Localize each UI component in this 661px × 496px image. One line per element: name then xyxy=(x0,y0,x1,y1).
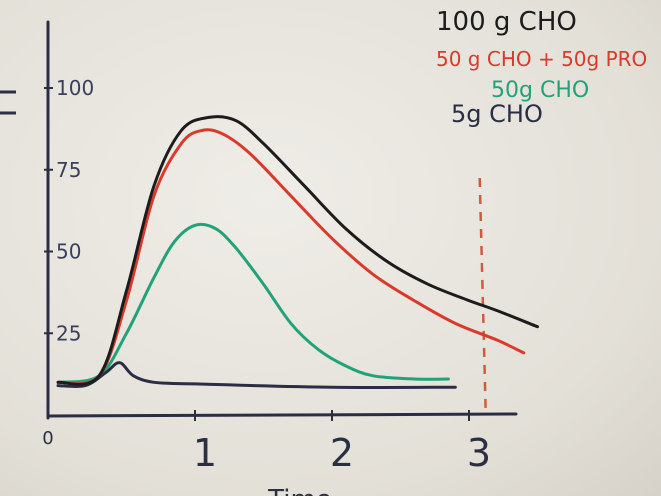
series-line-1 xyxy=(56,128,526,386)
y-tick-label: 50 xyxy=(56,240,81,264)
x-axis xyxy=(46,412,518,418)
y-tick-label: 25 xyxy=(56,321,81,345)
legend-entry-1: 50 g CHO + 50g PRO xyxy=(436,47,647,71)
series-line-3 xyxy=(56,361,457,389)
series-line-2 xyxy=(56,222,450,384)
x-tick-label: 0 xyxy=(42,428,53,449)
x-tick-label: 3 xyxy=(467,431,491,475)
reference-dashed-line xyxy=(478,177,487,413)
series-line-0 xyxy=(56,115,539,386)
legend-entry-0: 100 g CHO xyxy=(436,7,577,37)
legend-entry-2: 50g CHO xyxy=(491,78,589,103)
y-tick-label: 100 xyxy=(56,76,94,100)
x-tick-label: 2 xyxy=(330,431,354,475)
series-lines xyxy=(56,115,539,389)
y-tick-label: 75 xyxy=(56,158,81,182)
y-ticks: 25 50 75 100 xyxy=(44,76,94,345)
x-tick-label: 1 xyxy=(193,431,217,475)
x-axis-label: Time xyxy=(267,485,332,496)
x-ticks: 0 1 2 3 xyxy=(42,410,491,475)
legend-entry-3: 5g CHO xyxy=(451,100,543,128)
reference-line xyxy=(478,177,487,413)
